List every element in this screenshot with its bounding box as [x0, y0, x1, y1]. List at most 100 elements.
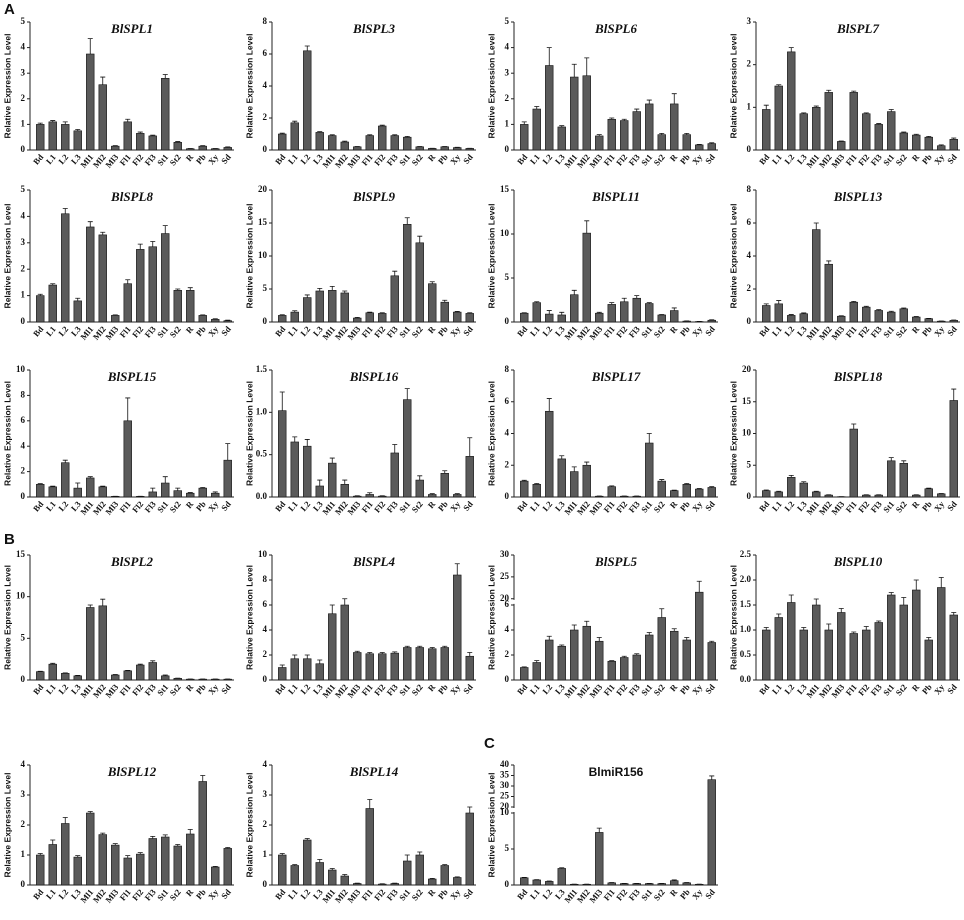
error-bar	[659, 132, 665, 135]
y-tick-label: 2	[263, 112, 268, 122]
error-bar	[763, 303, 769, 306]
error-bar	[926, 637, 932, 640]
bar	[874, 124, 883, 151]
bar	[390, 652, 399, 681]
error-bar	[329, 134, 335, 136]
bar	[223, 459, 232, 498]
error-bar	[279, 391, 285, 411]
error-bar	[367, 492, 373, 495]
x-tick-label: L3	[69, 887, 83, 901]
bar	[198, 487, 207, 498]
error-bar	[671, 879, 677, 881]
error-bar	[354, 650, 360, 653]
error-bar	[87, 604, 93, 608]
error-bar	[317, 659, 323, 664]
error-bar	[801, 112, 807, 114]
error-bar	[212, 866, 218, 867]
bar	[403, 860, 412, 886]
error-bar	[534, 301, 540, 303]
bar	[440, 472, 449, 498]
error-bar	[342, 479, 348, 485]
bar	[887, 111, 896, 151]
error-bar	[571, 466, 577, 472]
y-tick-label: 5	[21, 184, 26, 194]
y-tick-label: 3	[21, 237, 26, 247]
x-tick-label: L3	[69, 682, 83, 696]
bar	[545, 65, 554, 151]
bar	[403, 399, 412, 498]
x-tick-label: L2	[540, 499, 554, 513]
error-bar	[392, 651, 398, 654]
error-bar	[292, 436, 298, 442]
y-tick-label: 2	[21, 93, 26, 103]
bar	[453, 574, 462, 681]
error-bar	[50, 662, 56, 665]
bar	[428, 648, 437, 681]
bar	[290, 658, 299, 681]
bar	[862, 113, 871, 151]
x-tick-label: L1	[44, 682, 58, 696]
error-bar	[379, 652, 385, 654]
y-axis-label: Relative Expression Level	[244, 34, 254, 139]
bar	[353, 883, 362, 886]
error-bar	[187, 492, 193, 494]
error-bar	[646, 99, 652, 104]
y-tick-label: 25	[500, 571, 510, 581]
error-bar	[454, 311, 460, 313]
error-bar	[888, 592, 894, 595]
y-tick-label: 8	[505, 364, 510, 374]
bar	[36, 295, 45, 323]
chart-title: BlSPL3	[352, 21, 395, 36]
error-bar	[50, 120, 56, 122]
y-tick-label: 5	[263, 283, 268, 293]
error-bar	[951, 137, 957, 140]
y-tick-label: 2	[747, 59, 752, 69]
bar	[315, 862, 324, 886]
error-bar	[801, 312, 807, 314]
error-bar	[813, 222, 819, 230]
y-tick-label: 1	[21, 290, 26, 300]
bar	[545, 639, 554, 681]
chart-title: BlSPL5	[594, 554, 637, 569]
x-tick-label: Sd	[461, 682, 475, 696]
x-tick-label: R	[668, 323, 680, 335]
error-bar	[304, 838, 310, 840]
y-axis-label: Relative Expression Level	[728, 34, 738, 139]
error-bar	[304, 654, 310, 659]
y-axis-label: Relative Expression Level	[486, 773, 496, 878]
bar	[912, 316, 921, 323]
bar	[465, 812, 474, 886]
x-tick-label: L1	[286, 324, 300, 338]
x-tick-label: R	[426, 151, 438, 163]
x-tick-label: St2	[168, 324, 183, 339]
y-tick-label: 4	[505, 428, 510, 438]
bar	[198, 315, 207, 323]
x-tick-label: St2	[652, 324, 667, 339]
bar	[340, 483, 349, 498]
x-tick-label: Sd	[945, 499, 959, 513]
bar	[949, 139, 958, 151]
error-bar	[125, 279, 131, 284]
x-tick-label: L3	[795, 152, 809, 166]
bar	[148, 491, 157, 498]
error-bar	[521, 121, 527, 125]
x-tick-label: Sd	[219, 324, 233, 338]
error-bar	[596, 311, 602, 314]
bar	[812, 491, 821, 498]
y-tick-label: 3	[21, 67, 26, 77]
x-tick-label: L1	[286, 682, 300, 696]
x-tick-label: L2	[56, 152, 70, 166]
bar	[173, 490, 182, 498]
bar	[61, 213, 70, 323]
error-bar	[813, 490, 819, 492]
bar	[48, 663, 57, 681]
bar	[607, 118, 616, 151]
error-bar	[801, 481, 807, 484]
bar	[328, 290, 337, 323]
error-bar	[571, 289, 577, 295]
error-bar	[354, 316, 360, 319]
error-bar	[100, 485, 106, 487]
x-tick-label: L3	[795, 324, 809, 338]
chart-title: BlSPL8	[110, 189, 153, 204]
bar	[812, 229, 821, 323]
